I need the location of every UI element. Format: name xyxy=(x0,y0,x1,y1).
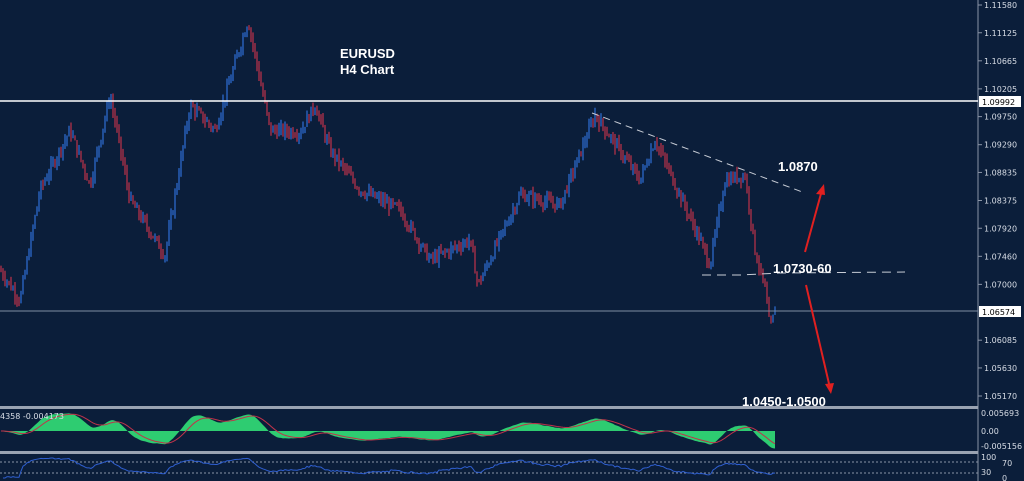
macd-signal-line xyxy=(0,413,776,445)
down-arrow-head xyxy=(825,383,834,394)
price-tick-label: 1.11125 xyxy=(984,29,1017,38)
macd-tick: 0.00 xyxy=(981,427,999,436)
price-tick-label: 1.09750 xyxy=(984,113,1017,122)
rsi-tick: 30 xyxy=(981,468,991,477)
macd-tick: -0.005156 xyxy=(981,442,1022,451)
resistance-price-label: 1.09992 xyxy=(982,98,1015,107)
price-tick-label: 1.07460 xyxy=(984,252,1017,261)
macd-panel-separator xyxy=(0,406,978,409)
current-price-tag xyxy=(979,306,1021,317)
price-axis: 1.11580 1.11125 1.10665 1.10205 1.09750 1.092… xyxy=(978,1,1017,401)
price-tick-label: 1.06085 xyxy=(984,336,1017,345)
rsi-panel-separator xyxy=(0,451,978,454)
up-arrow xyxy=(804,189,823,253)
support-line xyxy=(702,271,906,276)
macd-tick: 0.005693 xyxy=(981,409,1019,418)
price-tick-label: 1.08835 xyxy=(984,168,1017,177)
price-tick-label: 1.05170 xyxy=(984,392,1017,401)
rsi-tick: 70 xyxy=(1002,459,1012,468)
chart-subtitle: H4 Chart xyxy=(340,62,395,77)
rsi-panel xyxy=(3,457,776,479)
up-arrow-head xyxy=(816,184,825,195)
candles xyxy=(0,25,776,324)
price-tick-label: 1.08375 xyxy=(984,197,1017,206)
down-arrow xyxy=(805,284,831,389)
rsi-tick: 0 xyxy=(1002,474,1007,481)
downtrend-line xyxy=(591,112,806,194)
macd-histogram xyxy=(1,413,775,449)
price-tick-label: 1.10205 xyxy=(984,85,1017,94)
macd-values-label: 4358 -0.004173 xyxy=(0,412,64,421)
rsi-tick: 100 xyxy=(981,453,996,462)
resistance-price-tag xyxy=(979,96,1021,107)
price-tick-label: 1.07920 xyxy=(984,224,1017,233)
price-tick-label: 1.11580 xyxy=(984,1,1017,10)
upper-target-label: 1.0870 xyxy=(778,159,818,174)
price-tick-label: 1.07000 xyxy=(984,280,1017,289)
current-price-label: 1.06574 xyxy=(982,308,1015,317)
pivot-label: 1.0730-60 xyxy=(773,261,832,276)
lower-target-label: 1.0450-1.0500 xyxy=(742,394,826,409)
price-tick-label: 1.05630 xyxy=(984,364,1017,373)
chart-title: EURUSD xyxy=(340,46,395,61)
rsi-line xyxy=(3,457,776,479)
macd-panel xyxy=(0,413,776,449)
price-tick-label: 1.09290 xyxy=(984,141,1017,150)
price-tick-label: 1.10665 xyxy=(984,57,1017,66)
